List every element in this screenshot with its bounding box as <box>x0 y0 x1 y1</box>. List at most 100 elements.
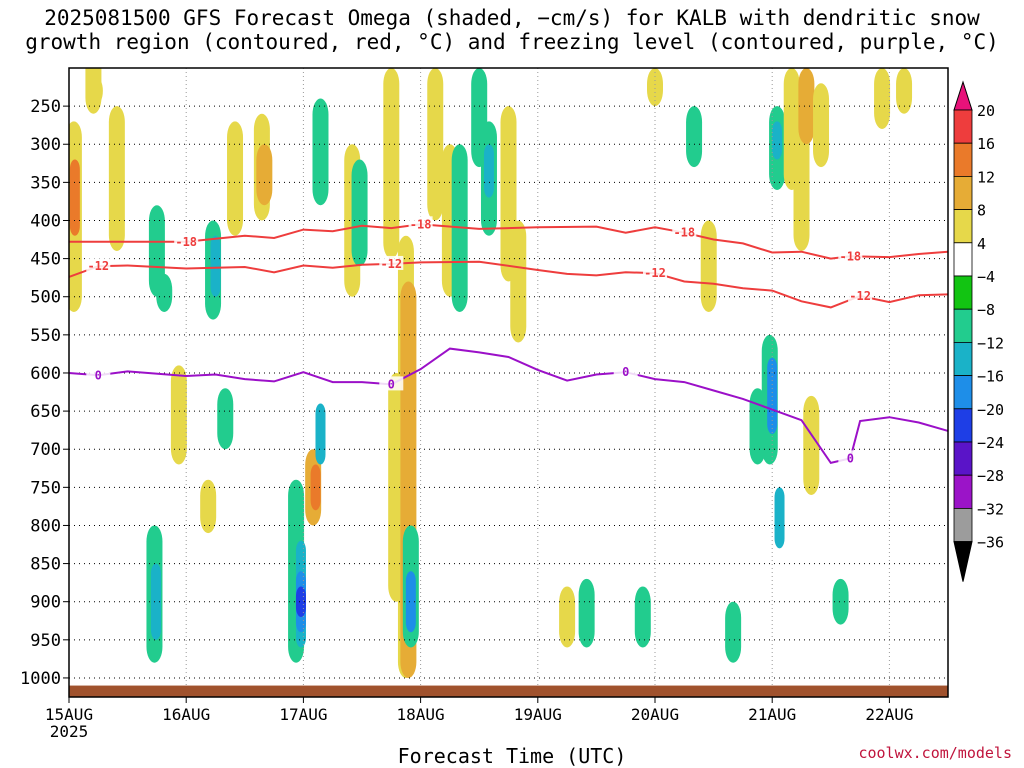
contour-label: -18 <box>673 226 695 240</box>
axes: 250 300 350 400 450 500 550 600 650 700 750 800 850 9… <box>20 67 949 741</box>
colorbar-segment <box>953 375 973 410</box>
omega-feature <box>686 106 703 168</box>
omega-feature <box>559 586 576 648</box>
omega-feature <box>634 586 651 648</box>
contour-label: -18 <box>410 217 432 231</box>
y-tick-label: 550 <box>30 326 61 346</box>
colorbar-label: 8 <box>977 202 986 220</box>
colorbar-label: −20 <box>977 401 1004 419</box>
omega-feature <box>383 68 400 259</box>
contour-label-bg <box>643 265 667 280</box>
y-tick-label: 250 <box>30 97 61 117</box>
colorbar-segment <box>953 242 973 277</box>
omega-feature <box>217 388 234 450</box>
colorbar-top-arrow <box>953 80 973 111</box>
y-tick-label: 500 <box>30 288 61 308</box>
colorbar-bottom-arrow <box>953 541 973 582</box>
ground-surface-bar <box>69 685 948 697</box>
x-tick-label: 21AUG <box>748 705 796 724</box>
x-tick-label: 15AUG <box>45 705 93 724</box>
omega-feature <box>896 68 913 114</box>
contour-line-1 <box>69 223 949 260</box>
credit-text: coolwx.com/models <box>858 744 1012 762</box>
x-tick-label: 16AUG <box>162 705 210 724</box>
omega-feature <box>315 403 326 465</box>
contour-line-3 <box>68 347 949 465</box>
colorbar-segment <box>953 507 973 542</box>
omega-feature <box>108 106 125 251</box>
contour-label: -12 <box>380 257 402 271</box>
ground-bar <box>69 685 948 697</box>
x-tick-label: 22AUG <box>865 705 913 724</box>
colorbar-segment <box>953 175 973 210</box>
x-tick-label: 20AUG <box>631 705 679 724</box>
y-tick-label: 750 <box>30 478 61 498</box>
omega-feature <box>310 464 321 511</box>
colorbar-label: −4 <box>977 268 995 286</box>
colorbar: 20 16 12 8 4 −4 −8 −12 −16 −20 −24 −28 −32 −36 <box>953 80 1004 582</box>
y-tick-label: 450 <box>30 250 61 270</box>
colorbar-segment <box>953 441 973 476</box>
omega-feature <box>405 571 416 633</box>
contour-label: -18 <box>175 235 197 249</box>
omega-feature <box>700 220 717 312</box>
colorbar-label: 16 <box>977 135 995 153</box>
x-tick-label: 18AUG <box>397 705 445 724</box>
colorbar-segment <box>953 209 973 244</box>
omega-feature <box>774 487 785 549</box>
omega-feature <box>832 578 849 625</box>
omega-feature <box>148 205 165 297</box>
colorbar-label: −36 <box>977 534 1004 552</box>
x-tick-label: 19AUG <box>514 705 562 724</box>
contour-label-bg <box>613 364 638 379</box>
contour-label-bg <box>86 367 111 382</box>
contour-label-bg <box>672 224 697 239</box>
colorbar-label: −12 <box>977 334 1004 352</box>
contour-label: -18 <box>839 249 861 263</box>
contours: -18 -18 -18 -18 -12 -12 -12 -12 0 0 0 0 <box>68 216 949 465</box>
colorbar-label: −28 <box>977 467 1004 485</box>
colorbar-segment <box>953 275 973 310</box>
y-tick-label: 700 <box>30 440 61 460</box>
omega-feature <box>725 601 742 663</box>
y-tick-label: 950 <box>30 631 61 651</box>
y-tick-label: 650 <box>30 402 61 422</box>
colorbar-label: −16 <box>977 368 1004 386</box>
y-tick-label: 300 <box>30 135 61 155</box>
title-line-2: growth region (contoured, red, °C) and f… <box>25 30 999 54</box>
contour-label-bg <box>86 258 111 273</box>
omega-feature <box>227 121 244 236</box>
omega-feature <box>69 159 80 236</box>
contour-label: 0 <box>622 365 629 379</box>
colorbar-label: 4 <box>977 235 986 253</box>
contour-label: -12 <box>644 266 666 280</box>
contour-label-bg <box>174 233 199 248</box>
y-tick-label: 800 <box>30 516 61 536</box>
contour-label: -12 <box>849 289 871 303</box>
colorbar-label: −24 <box>977 434 1004 452</box>
contour-label-bg <box>838 248 863 263</box>
omega-feature <box>295 586 306 617</box>
omega-feature <box>483 144 494 198</box>
omega-feature <box>749 388 766 465</box>
omega-feature <box>312 98 329 206</box>
omega-feature <box>170 365 187 465</box>
contour-label: -12 <box>87 259 109 273</box>
contour-label-bg <box>379 255 404 270</box>
omega-feature <box>351 159 368 267</box>
omega-feature <box>772 121 783 160</box>
omega-feature <box>647 68 663 107</box>
contour-label: 0 <box>847 451 854 465</box>
colorbar-label: 20 <box>977 102 995 120</box>
contour-line-2 <box>68 260 949 309</box>
y-tick-label: 350 <box>30 173 61 193</box>
contour-label-bg <box>838 450 863 465</box>
colorbar-segment <box>953 474 973 509</box>
title-line-1: 2025081500 GFS Forecast Omega (shaded, −… <box>44 6 980 30</box>
colorbar-label: −8 <box>977 301 995 319</box>
omega-feature <box>510 220 527 343</box>
omega-feature <box>874 68 891 129</box>
omega-feature <box>803 395 820 495</box>
omega-feature <box>578 578 595 648</box>
omega-feature <box>86 75 103 107</box>
